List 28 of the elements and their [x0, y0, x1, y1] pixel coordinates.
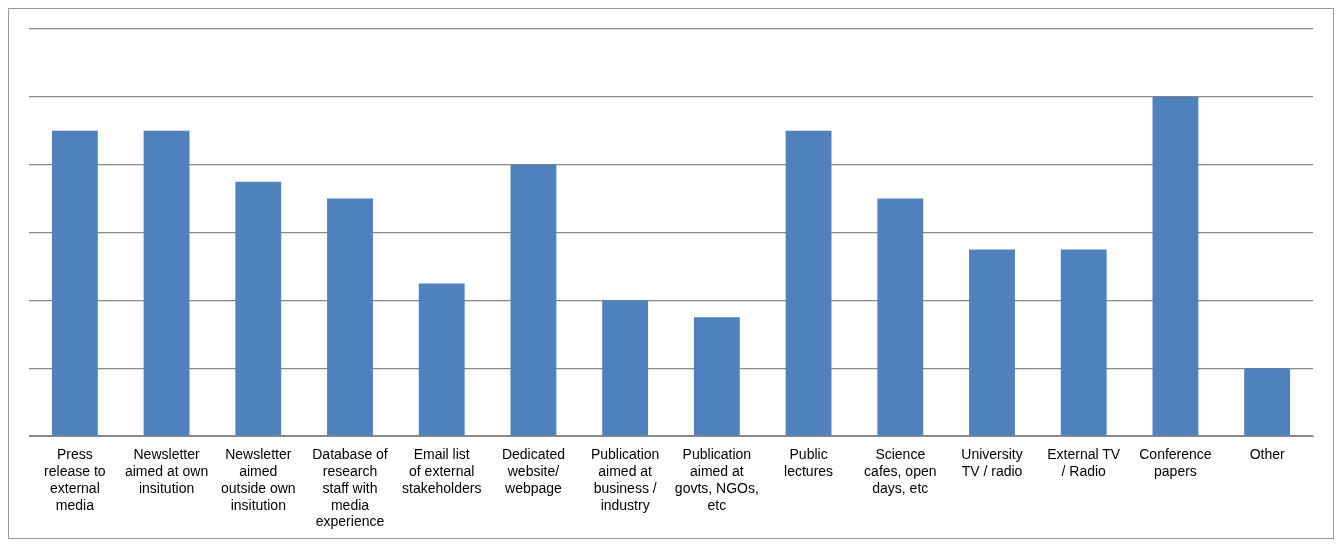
x-tick-label: Email list of external stakeholders: [402, 446, 482, 496]
bar: [969, 249, 1015, 436]
x-tick-label: Database of research staff with media experience: [312, 446, 388, 530]
bar: [785, 130, 832, 436]
x-tick-label: Publication aimed at govts, NGOs, etc: [674, 446, 759, 513]
x-tick-label: Conference papers: [1139, 446, 1212, 480]
bar: [877, 198, 924, 436]
bar: [1152, 96, 1199, 436]
x-tick-label: Publication aimed at business / industry: [590, 446, 660, 513]
bar: [327, 198, 373, 436]
bar: [143, 130, 190, 436]
bar: [510, 164, 557, 436]
bar: [693, 317, 740, 436]
bar: [418, 283, 465, 436]
x-tick-label: Science cafes, open days, etc: [864, 446, 937, 496]
bar: [1244, 368, 1291, 436]
x-tick-label: University TV / radio: [961, 446, 1023, 480]
x-tick-label: Newsletter aimed outside own insitution: [220, 446, 296, 513]
bar: [235, 181, 282, 436]
bar: [51, 130, 98, 436]
x-tick-label: Press release to external media: [44, 446, 106, 513]
x-tick-label: Public lectures: [784, 446, 834, 480]
x-tick-label: Newsletter aimed at own insitution: [124, 446, 209, 496]
bar: [1060, 249, 1107, 436]
x-tick-label: External TV / Radio: [1047, 446, 1121, 480]
bar: [602, 300, 649, 436]
x-tick-label: Other: [1249, 446, 1285, 463]
x-tick-label: Dedicated website/ webpage: [501, 446, 565, 496]
